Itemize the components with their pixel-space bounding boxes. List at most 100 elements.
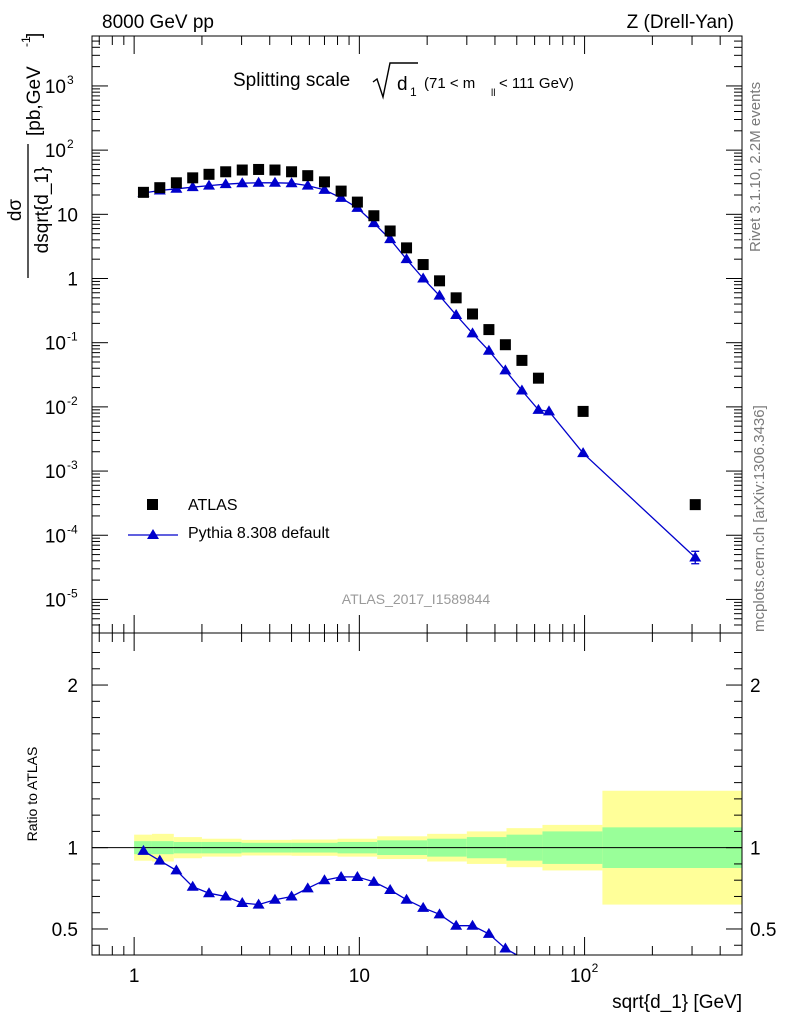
pythia-point [532,403,545,414]
main-y-tick-label-sup: -3 [67,458,78,472]
rivet-label: Rivet 3.1.10, 2.2M events [747,82,764,252]
ylabel-unit: [pb,GeV [24,66,45,136]
ratio-y-axis-label: Ratio to ATLAS [24,747,40,842]
ratio-point [417,901,430,912]
header-left: 8000 GeV pp [102,12,214,33]
main-y-tick-label: 10 [45,398,66,419]
main-y-tick-label-sup: -4 [67,522,78,536]
ratio-point [499,942,512,953]
ratio-y-tick-label: 2 [67,676,78,697]
ratio-point [482,927,495,938]
atlas-point [689,499,701,511]
title-text: Splitting scale [233,70,350,91]
atlas-point [203,168,215,180]
pythia-point [252,176,265,187]
legend-pythia-label: Pythia 8.308 default [188,525,330,542]
ratio-point [400,893,413,904]
pythia-point [384,233,397,244]
ylabel-numerator: dσ [5,199,26,222]
pythia-point [542,405,555,416]
main-y-tick-label: 10 [45,141,66,162]
ratio-point [351,870,364,881]
pythia-point [689,551,702,562]
x-tick-label: 10 [570,966,591,987]
pythia-point [482,344,495,355]
pythia-point [236,177,249,188]
main-y-tick-label-sup: 3 [67,73,74,87]
atlas-point [532,372,544,384]
main-y-tick-label: 10 [45,462,66,483]
main-y-tick-label-sup: -2 [67,394,78,408]
atlas-point [318,176,330,188]
pythia-point [577,447,590,458]
main-y-tick-label: 10 [45,334,66,355]
legend-atlas-label: ATLAS [188,497,238,514]
ratio-point [236,896,249,907]
atlas-point [417,259,429,271]
pythia-point [499,364,512,375]
legend: ATLAS Pythia 8.308 default [128,497,330,542]
ratio-point [186,880,199,891]
x-tick-label: 1 [129,966,140,987]
pythia-point [318,183,331,194]
atlas-point [335,185,347,197]
main-frame [91,35,743,634]
ratio-point [433,908,446,919]
atlas-point [401,242,413,254]
pythia-point [219,178,232,189]
atlas-point [368,210,380,222]
pythia-point [450,309,463,320]
atlas-point [302,170,314,182]
atlas-point [253,163,265,175]
ratio-point [268,893,281,904]
ratio-point [170,864,183,875]
ratio-point [285,890,298,901]
chart-title: Splitting scale d 1 (71 < m ll < 111 GeV… [233,62,574,100]
ratio-point [335,870,348,881]
atlas-point [154,182,166,194]
sqrt-sign-icon [372,62,418,100]
pythia-point [268,176,281,187]
ratio-y-tick-label: 1 [67,839,78,860]
y-axis-label: dσ dsqrt{d_1} [pb,GeV -1 ] [5,33,53,278]
atlas-point [220,166,232,178]
pythia-point [203,179,216,190]
main-y-tick-label: 10 [57,205,78,226]
pythia-point [433,289,446,300]
ratio-point [301,882,314,893]
pythia-point [335,191,348,202]
x-tick-label: 10 [349,966,370,987]
main-marks [137,163,702,565]
legend-pythia-marker [147,529,159,539]
atlas-point [384,225,396,237]
analysis-watermark: ATLAS_2017_I1589844 [342,591,491,607]
ratio-point [153,854,166,865]
title-symbol: d [397,74,408,95]
pythia-point [285,177,298,188]
ylabel-denominator: dsqrt{d_1} [32,167,53,254]
pythia-point [367,217,380,228]
ratio-panel: 0.5 0.51 12 21 10 10 2 Ratio to ATLAS sqrt{d_1… [24,632,776,1013]
x-axis-label: sqrt{d_1} [GeV] [612,992,742,1013]
atlas-point [351,196,363,208]
atlas-point [483,324,495,336]
ratio-frame [91,632,743,956]
title-cut-sub: ll [491,88,495,99]
x-tick-label-sup: 2 [592,961,599,975]
pythia-point [466,327,479,338]
mcplots-label: mcplots.cern.ch [arXiv:1306.3436] [751,405,768,632]
pythia-point [400,253,413,264]
ylabel-unit-end: ] [24,33,45,38]
ratio-y-tick-label-right: 2 [750,676,761,697]
title-cut-end: < 111 GeV) [499,75,574,92]
atlas-point [269,164,281,176]
ratio-y-tick-label-right: 1 [750,839,761,860]
ratio-point [219,890,232,901]
ratio-point [450,919,463,930]
pythia-point [417,272,430,283]
ratio-point [203,887,216,898]
ratio-point [137,844,150,855]
atlas-point [577,405,589,417]
